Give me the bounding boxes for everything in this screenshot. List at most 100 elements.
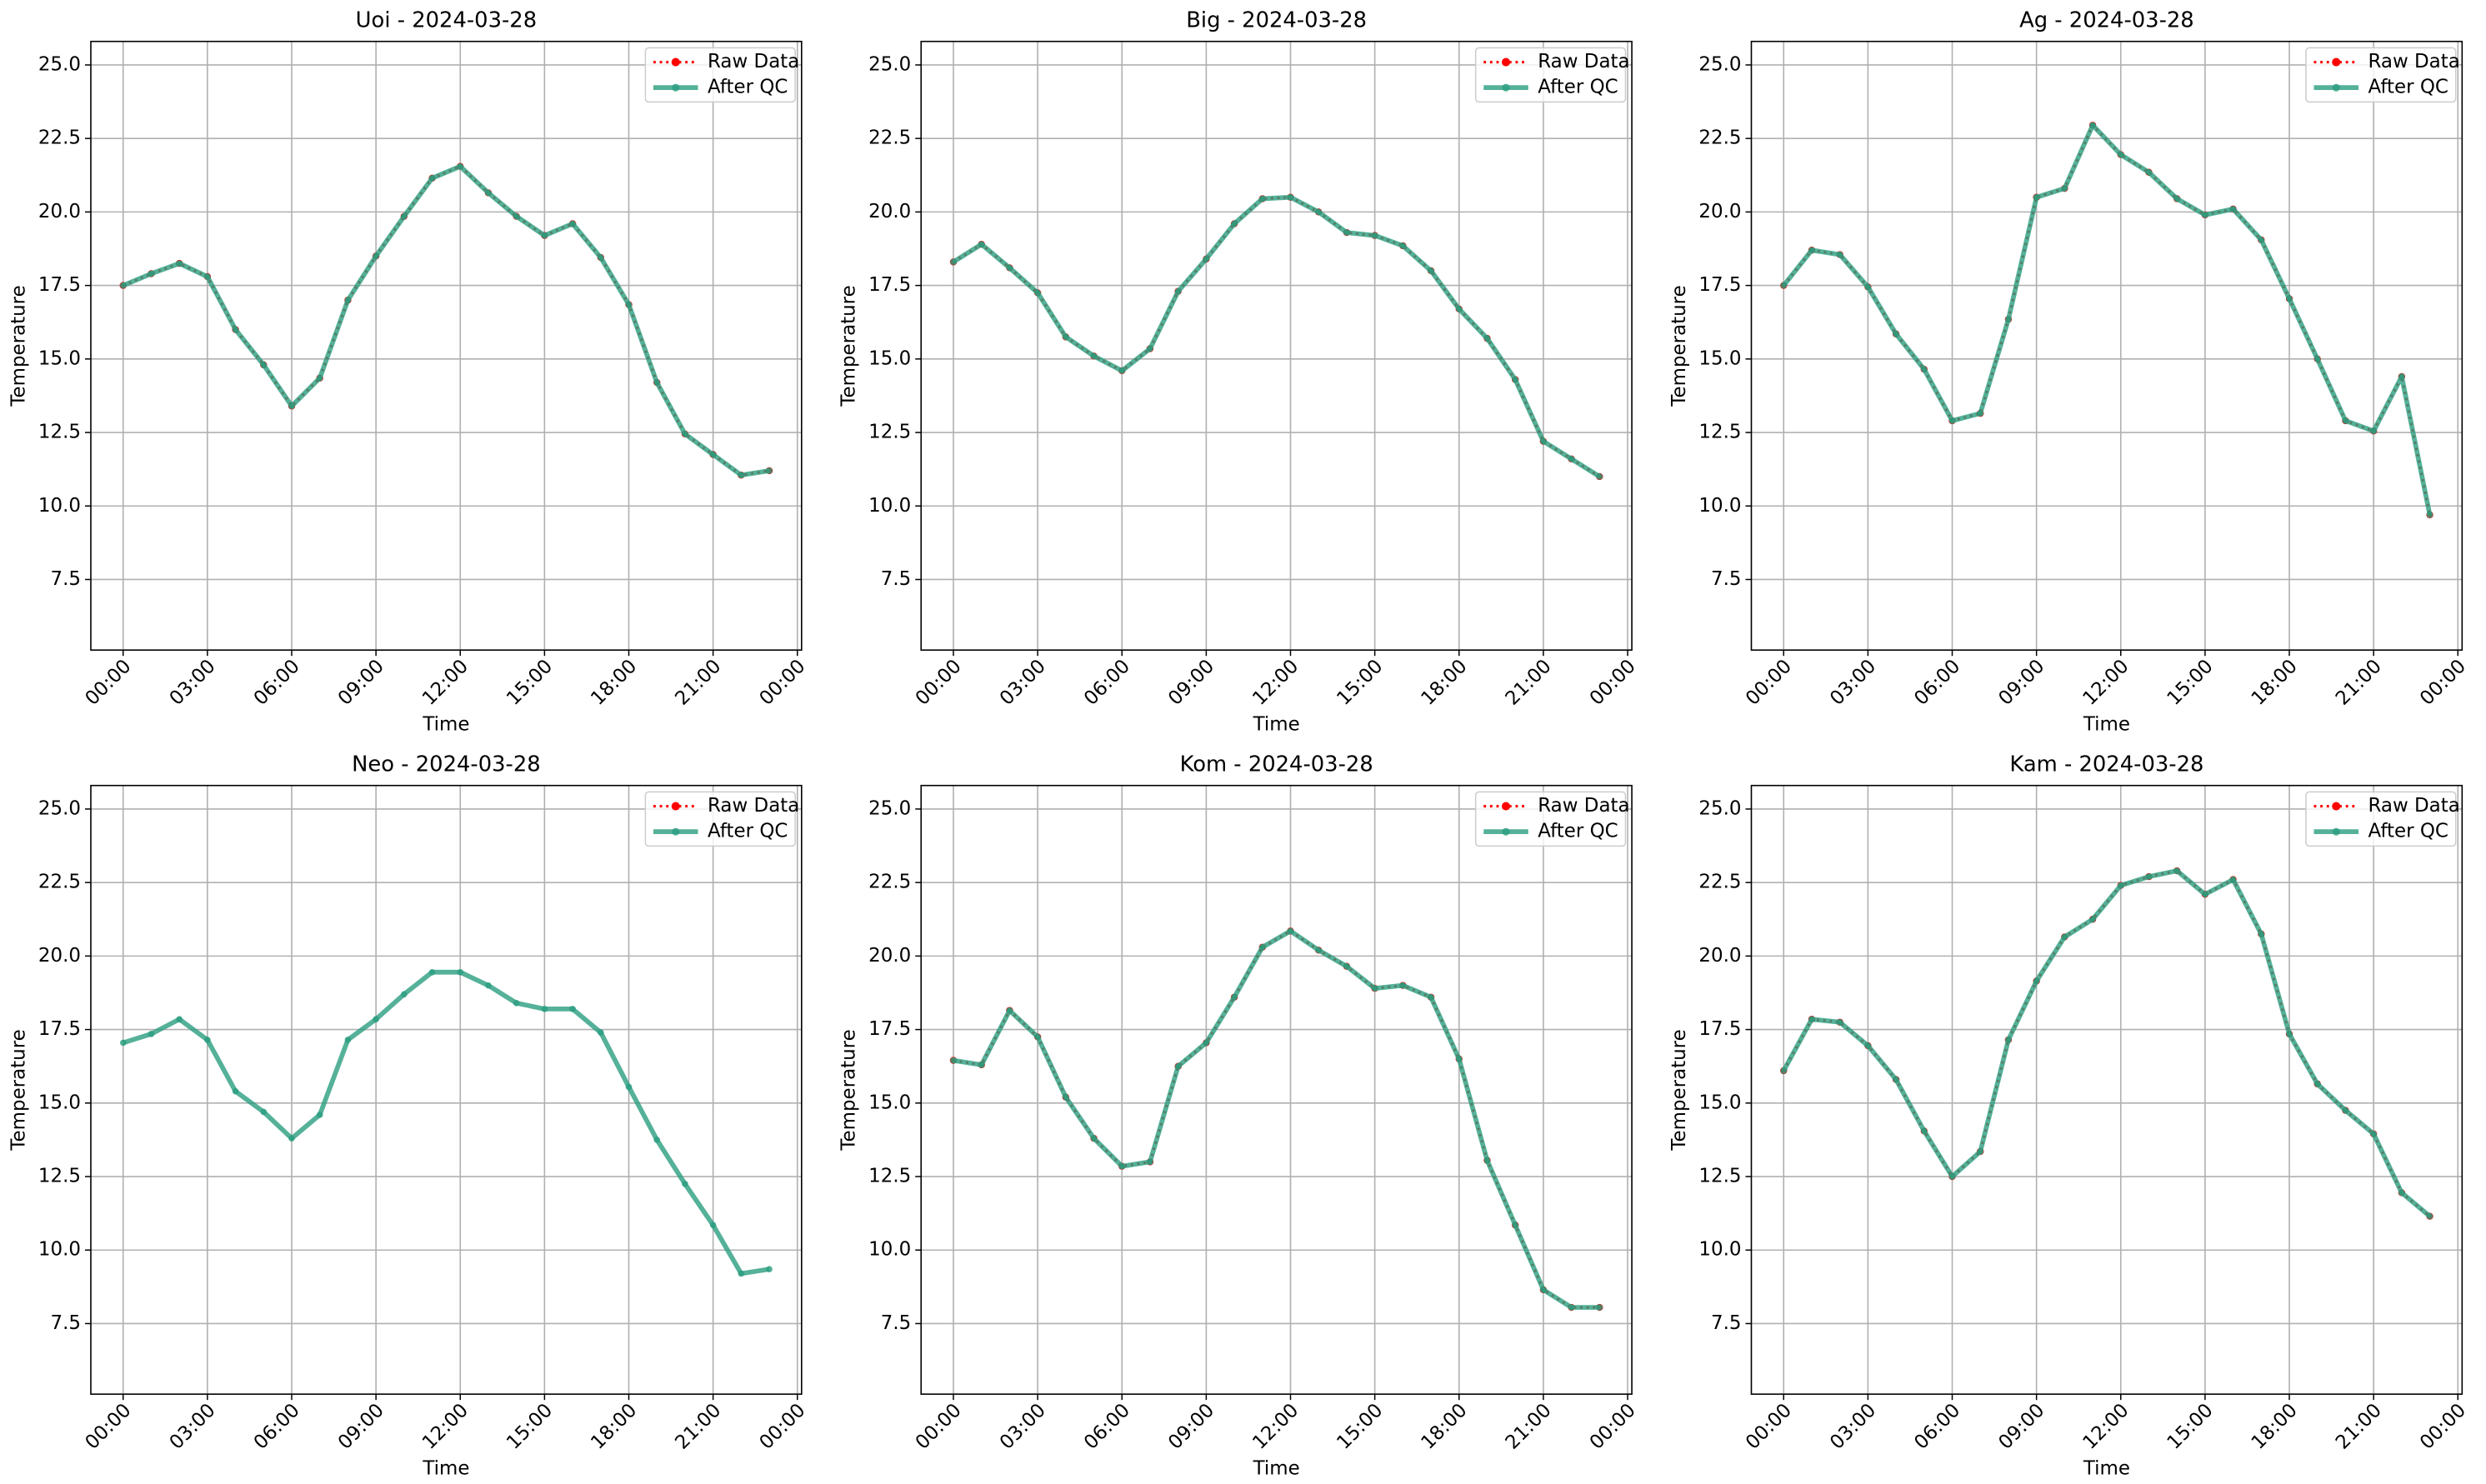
data-point xyxy=(709,1222,717,1229)
x-tick-label: 12:00 xyxy=(418,1400,473,1454)
y-tick-label: 22.5 xyxy=(38,872,81,893)
data-point xyxy=(978,241,985,248)
data-point xyxy=(1118,1162,1126,1170)
series-line xyxy=(122,163,770,478)
data-point xyxy=(2061,933,2068,941)
x-axis-label: Time xyxy=(1253,1458,1300,1480)
data-point xyxy=(428,174,436,182)
data-point xyxy=(260,362,268,368)
y-tick-label: 25.0 xyxy=(868,797,911,819)
data-point xyxy=(2033,193,2040,201)
x-tick-label: 06:00 xyxy=(250,656,304,710)
data-point xyxy=(316,1112,323,1118)
y-tick-label: 22.5 xyxy=(868,127,911,149)
data-point xyxy=(625,1083,633,1091)
x-tick-label: 15:00 xyxy=(2163,1400,2218,1454)
y-tick-label: 20.0 xyxy=(868,945,911,967)
data-point xyxy=(1203,256,1210,262)
y-tick-label: 12.5 xyxy=(1698,1166,1741,1187)
y-tick-label: 10.0 xyxy=(868,495,911,517)
y-tick-label: 22.5 xyxy=(1698,127,1741,149)
y-axis-label: Temperature xyxy=(838,285,860,407)
y-tick-label: 7.5 xyxy=(881,568,911,590)
data-point xyxy=(1596,473,1603,480)
x-tick-label: 00:00 xyxy=(912,1400,966,1454)
legend-marker xyxy=(672,83,680,92)
data-point xyxy=(950,258,957,266)
x-tick-label: 00:00 xyxy=(755,656,809,710)
x-tick-label: 00:00 xyxy=(1742,656,1796,710)
y-axis-label: Temperature xyxy=(8,1029,29,1151)
x-tick-label: 00:00 xyxy=(81,656,135,710)
series-line xyxy=(953,196,1601,478)
data-point xyxy=(738,472,745,479)
x-tick-label: 09:00 xyxy=(1164,1400,1218,1454)
data-point xyxy=(1063,333,1069,341)
data-point xyxy=(1596,1304,1603,1311)
data-point xyxy=(1006,1007,1013,1014)
data-point xyxy=(1428,993,1434,1001)
data-point xyxy=(119,1039,127,1047)
data-point xyxy=(2258,931,2265,937)
x-tick-label: 03:00 xyxy=(166,656,220,710)
y-tick-label: 22.5 xyxy=(38,127,81,149)
x-tick-label: 18:00 xyxy=(1417,1400,1471,1454)
data-point xyxy=(1343,962,1350,970)
data-point xyxy=(1483,1157,1491,1164)
data-point xyxy=(1977,410,1984,417)
x-tick-label: 06:00 xyxy=(1080,656,1134,710)
plot-frame xyxy=(1750,40,2463,651)
legend-marker xyxy=(672,827,680,836)
data-point xyxy=(2370,1131,2377,1137)
legend-marker xyxy=(2332,802,2341,811)
data-point xyxy=(401,212,408,220)
data-point xyxy=(232,1087,239,1095)
series-line xyxy=(953,929,1600,1309)
y-tick-label: 22.5 xyxy=(1698,872,1741,893)
x-tick-label: 21:00 xyxy=(671,656,725,710)
data-point xyxy=(2313,355,2321,362)
data-point xyxy=(1034,1033,1041,1041)
data-point xyxy=(1034,289,1041,297)
data-point xyxy=(597,1029,604,1036)
legend-marker xyxy=(1502,83,1510,92)
y-tick-label: 10.0 xyxy=(1698,495,1741,517)
x-tick-label: 09:00 xyxy=(334,1400,388,1454)
x-tick-label: 09:00 xyxy=(1164,656,1218,710)
x-tick-label: 15:00 xyxy=(1333,656,1387,710)
data-point xyxy=(1371,232,1378,239)
data-point xyxy=(513,212,520,220)
data-point xyxy=(232,326,239,333)
data-point xyxy=(2426,1212,2433,1220)
data-point xyxy=(2313,1081,2321,1087)
y-tick-label: 7.5 xyxy=(51,568,81,590)
data-point xyxy=(2145,873,2153,880)
data-point xyxy=(1483,335,1491,342)
data-point xyxy=(2005,1037,2012,1043)
x-tick-label: 00:00 xyxy=(2416,1400,2470,1454)
y-tick-label: 15.0 xyxy=(868,347,911,369)
y-tick-label: 10.0 xyxy=(38,1239,81,1261)
data-point xyxy=(513,1000,520,1007)
data-point xyxy=(2117,151,2124,158)
series-line xyxy=(1782,869,2431,1217)
data-point xyxy=(1864,283,1872,291)
data-point xyxy=(1512,1222,1519,1229)
data-point xyxy=(653,379,661,386)
data-point xyxy=(1948,1173,1956,1180)
data-point xyxy=(1540,1287,1547,1293)
chart-title: Neo - 2024-03-28 xyxy=(352,752,541,777)
x-tick-label: 03:00 xyxy=(1826,1400,1880,1454)
data-point xyxy=(709,451,717,458)
legend-marker xyxy=(671,57,680,67)
data-point xyxy=(569,220,576,227)
y-axis-label: Temperature xyxy=(838,1029,860,1151)
y-tick-label: 22.5 xyxy=(868,872,911,893)
x-tick-label: 00:00 xyxy=(81,1400,135,1454)
y-tick-label: 15.0 xyxy=(38,347,81,369)
data-point xyxy=(625,301,633,308)
data-point xyxy=(766,467,773,474)
legend-label: Raw Data xyxy=(708,51,799,72)
y-tick-label: 15.0 xyxy=(868,1092,911,1113)
